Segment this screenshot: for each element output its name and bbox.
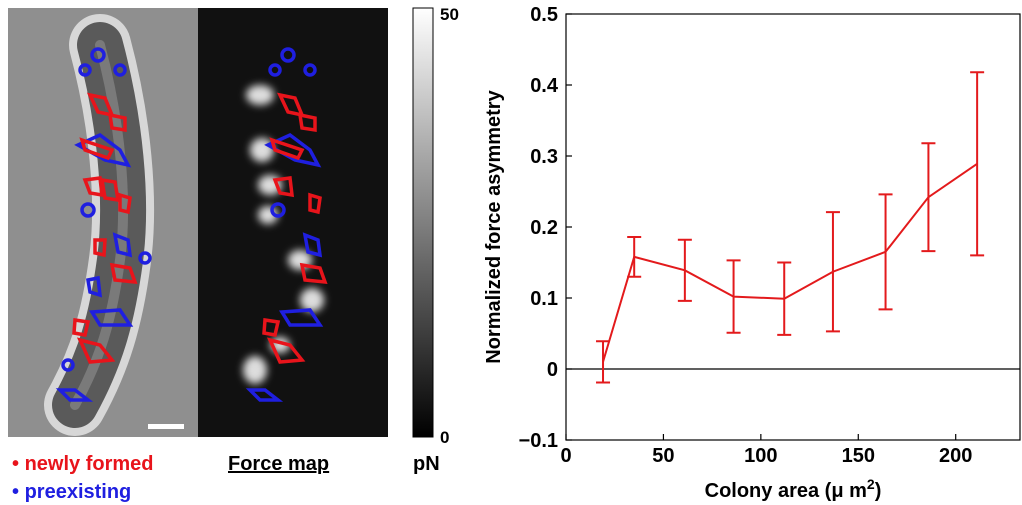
colorbar-tick-label: 50 xyxy=(440,5,459,24)
error-bar xyxy=(970,71,985,257)
error-bar xyxy=(726,259,741,334)
colorbar-tick-label: 0 xyxy=(440,428,449,447)
colorbar-unit: pN xyxy=(413,453,440,475)
colorbar xyxy=(412,7,434,438)
force-map-image xyxy=(198,8,388,437)
y-tick-label: −0.1 xyxy=(519,430,558,452)
legend-marker: • xyxy=(12,453,19,475)
error-bar xyxy=(627,235,642,278)
x-tick-label: 0 xyxy=(560,445,571,467)
y-tick-label: 0.3 xyxy=(530,146,558,168)
force-map-label: Force map xyxy=(228,453,329,475)
y-tick-label: 0.1 xyxy=(530,288,558,310)
y-tick-label: 0 xyxy=(547,359,558,381)
y-tick-label: 0.2 xyxy=(530,217,558,239)
legend-label: preexisting xyxy=(25,481,132,503)
error-bar xyxy=(921,142,936,253)
error-bar xyxy=(777,261,792,336)
y-tick-label: 0.4 xyxy=(530,75,559,97)
x-tick-label: 50 xyxy=(652,445,674,467)
x-axis-label-sup: 2 xyxy=(867,476,875,492)
plot-frame xyxy=(565,13,1021,441)
error-bar xyxy=(677,238,692,302)
error-bar xyxy=(596,340,611,384)
x-axis-label: Colony area (μ m2) xyxy=(705,476,882,502)
legend-label: newly formed xyxy=(25,453,154,475)
y-tick-label: 0.5 xyxy=(530,4,558,26)
x-tick-label: 200 xyxy=(939,445,972,467)
y-axis-label: Normalized force asymmetry xyxy=(483,89,505,363)
error-bar xyxy=(825,211,840,333)
error-bar xyxy=(878,193,893,311)
x-tick-label: 100 xyxy=(744,445,777,467)
legend-entry: • preexisting xyxy=(12,481,131,503)
x-tick-label: 150 xyxy=(842,445,875,467)
x-axis-label-suffix: ) xyxy=(875,480,882,502)
legend-entry: • newly formed xyxy=(12,453,154,475)
cell-outlines xyxy=(55,47,328,402)
phase-image xyxy=(8,8,198,437)
legend-marker: • xyxy=(12,481,19,503)
x-axis-label-text: Colony area (μ m xyxy=(705,480,867,502)
